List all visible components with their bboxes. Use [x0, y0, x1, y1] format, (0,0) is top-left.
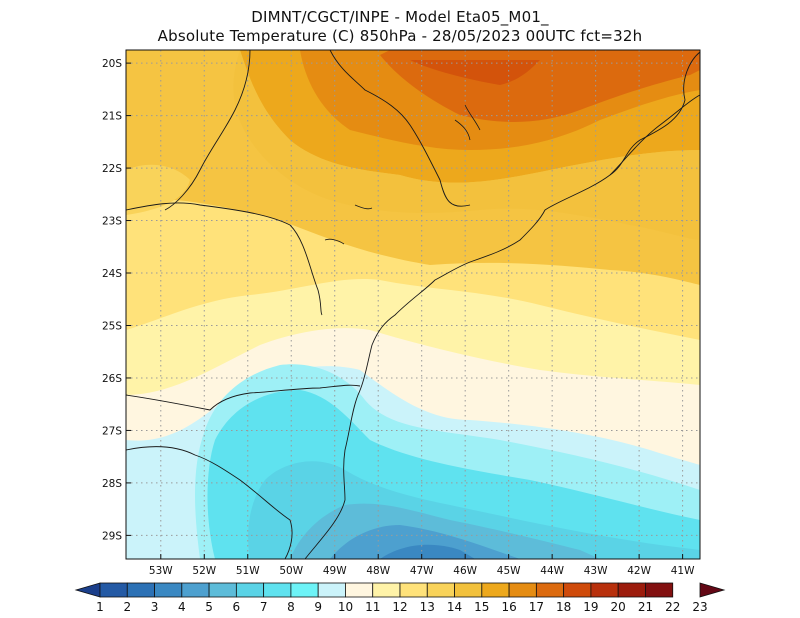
colorbar-segment: [181, 582, 210, 598]
lon-tick-label: 43W: [584, 565, 608, 577]
colorbar-segment: [263, 582, 292, 598]
longitude-axis: 53W 52W 51W 50W 49W 48W 47W 46W 45W 44W 43W 42W 41W: [149, 554, 695, 577]
lon-tick-label: 45W: [497, 565, 521, 577]
lon-tick-label: 41W: [671, 565, 695, 577]
lon-tick-label: 47W: [410, 565, 434, 577]
lon-tick-label: 44W: [540, 565, 564, 577]
colorbar-segment: [99, 582, 128, 598]
coastline: [304, 51, 700, 559]
border-parana-sp: [126, 202, 323, 316]
colorbar-arrow-right: [699, 582, 726, 598]
colorbar-segment: [426, 582, 455, 598]
colorbar-segment: [399, 582, 428, 598]
lake-furnas: [454, 104, 481, 141]
colorbar-label: 9: [314, 600, 322, 614]
lon-tick-label: 50W: [279, 565, 303, 577]
lat-tick-label: 26S: [102, 373, 122, 385]
temperature-field: [126, 50, 700, 559]
colorbar-label: 1: [96, 600, 104, 614]
lon-tick-label: 49W: [323, 565, 347, 577]
colorbar-label: 14: [447, 600, 462, 614]
colorbar-arrow-left: [74, 582, 101, 598]
lon-tick-label: 53W: [149, 565, 173, 577]
lon-tick-label: 46W: [453, 565, 477, 577]
colorbar-label: 7: [260, 600, 268, 614]
lat-tick-label: 24S: [102, 268, 122, 280]
colorbar-segment: [590, 582, 619, 598]
lat-tick-label: 28S: [102, 478, 122, 490]
lake-itaipu: [324, 238, 345, 245]
colorbar-segment: [154, 582, 183, 598]
colorbar-segment: [372, 582, 401, 598]
colorbar-label: 15: [474, 600, 489, 614]
colorbar-segment: [290, 582, 319, 598]
colorbar-label: 5: [205, 600, 213, 614]
title-line-2: Absolute Temperature (C) 850hPa - 28/05/…: [157, 27, 643, 45]
colorbar-label: 4: [178, 600, 186, 614]
lat-tick-label: 25S: [102, 320, 122, 332]
band-5: [380, 544, 475, 559]
lake-sp: [354, 204, 373, 210]
map-frame: [125, 49, 701, 560]
colorbar-segment: [481, 582, 510, 598]
colorbar-label: 18: [556, 600, 571, 614]
border-mt-pr: [164, 50, 251, 211]
lon-tick-label: 52W: [192, 565, 216, 577]
lat-tick-label: 27S: [102, 425, 122, 437]
lat-tick-label: 29S: [102, 530, 122, 542]
band-19: [410, 60, 540, 85]
lat-tick-label: 20S: [102, 58, 122, 70]
colorbar-label: 16: [501, 600, 516, 614]
colorbar-segment: [345, 582, 374, 598]
band-14-west: [126, 164, 190, 215]
colorbar-label: 20: [611, 600, 626, 614]
lon-tick-label: 51W: [236, 565, 260, 577]
colorbar-label: 3: [151, 600, 159, 614]
boundaries: [126, 50, 700, 559]
lon-tick-label: 48W: [366, 565, 390, 577]
colorbar-label: 8: [287, 600, 295, 614]
colorbar-label: 17: [529, 600, 544, 614]
border-sc-pr: [126, 384, 361, 411]
colorbar-segment: [563, 582, 592, 598]
colorbar-label: 6: [233, 600, 241, 614]
colorbar-segment: [535, 582, 565, 598]
border-sp-mg: [329, 50, 471, 207]
colorbar-segment: [126, 582, 155, 598]
colorbar-label: 22: [665, 600, 680, 614]
band-6: [330, 525, 520, 559]
lat-tick-label: 23S: [102, 216, 122, 228]
colorbar-label: 23: [692, 600, 707, 614]
lat-tick-label: 21S: [102, 111, 122, 123]
colorbar-segment: [317, 582, 346, 598]
lat-tick-label: 22S: [102, 163, 122, 175]
band-15: [126, 50, 700, 240]
colorbar-label: 10: [338, 600, 353, 614]
colorbar-label: 21: [638, 600, 653, 614]
colorbar-segment: [454, 582, 483, 598]
colorbar-label: 13: [420, 600, 435, 614]
lat-lon-grid: [126, 50, 700, 559]
colorbar-segment: [508, 582, 537, 598]
colorbar-label: 11: [365, 600, 380, 614]
colorbar-segment: [617, 582, 646, 598]
latitude-axis: 20S 21S 22S 23S 24S 25S 26S 27S 28S 29S: [102, 58, 131, 542]
colorbar-segment: [645, 582, 674, 598]
colorbar-segment: [235, 582, 265, 598]
lon-tick-label: 42W: [627, 565, 651, 577]
colorbar-label: 2: [123, 600, 131, 614]
colorbar-label: 19: [583, 600, 598, 614]
colorbar-label: 12: [392, 600, 407, 614]
title-line-1: DIMNT/CGCT/INPE - Model Eta05_M01_: [251, 8, 549, 26]
border-rj-es: [609, 94, 700, 176]
colorbar-segment: [208, 582, 237, 598]
border-rs-sc: [126, 446, 293, 559]
colorbar: 1 2 3 4 5 6 7 8 9 10 11 12 13 14 15 16 17 18 19 20 21 22 23: [74, 582, 726, 614]
